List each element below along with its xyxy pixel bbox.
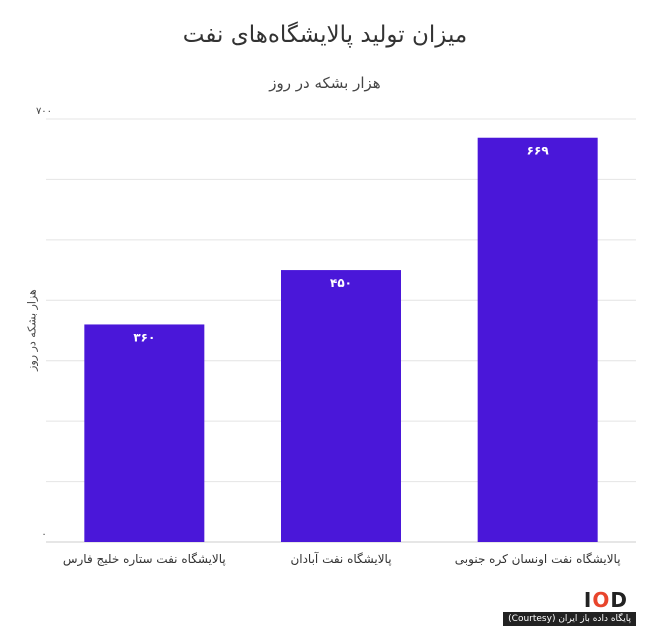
chart-title: میزان تولید پالایشگاه‌های نفت (182, 22, 468, 48)
x-tick-label: پالایشگاه نفت اونسان کره جنوبی (455, 552, 621, 567)
bar-value-label: ۴۵۰ (330, 276, 352, 290)
x-tick-label: پالایشگاه نفت آبادان (290, 551, 391, 566)
y-tick-label: ۰ (41, 529, 46, 540)
bar-value-label: ۳۶۰ (133, 330, 155, 344)
chart-subtitle: هزار بشکه در روز (269, 74, 381, 92)
bar (477, 137, 598, 543)
x-tick-label: پالایشگاه نفت ستاره خلیج فارس (63, 552, 226, 567)
credit-badge: پایگاه داده باز ایران (Courtesy) (503, 612, 636, 626)
bar-value-label: ۶۶۹ (527, 144, 550, 158)
bar (281, 270, 401, 542)
y-axis-label: هزار بشکه در روز (25, 289, 39, 371)
y-tick-label: ۷۰۰ (36, 106, 52, 117)
iod-logo: IOD (583, 588, 628, 612)
bar (84, 324, 205, 542)
